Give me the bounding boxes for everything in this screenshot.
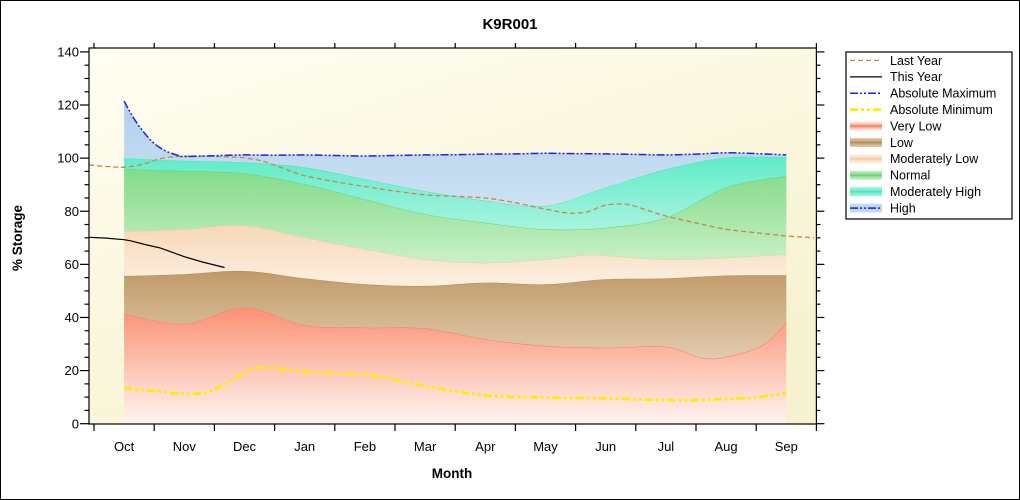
- x-tick-label: Jan: [294, 439, 315, 454]
- legend-label: High: [890, 201, 916, 215]
- x-axis-title: Month: [432, 466, 472, 481]
- band-moderately-high: [124, 156, 787, 230]
- line-last-year: [89, 155, 815, 239]
- x-tick-label: Feb: [354, 439, 376, 454]
- legend-row-moderately-high: Moderately High: [850, 185, 981, 199]
- line-this-year: [89, 236, 225, 269]
- legend-label: Moderately Low: [890, 152, 979, 166]
- y-tick-label: 80: [65, 204, 79, 219]
- line-absolute-minimum: [123, 365, 787, 402]
- legend-row-very-low: Very Low: [850, 119, 942, 133]
- legend-label: This Year: [890, 70, 942, 84]
- axes: 0 20 40 60 80 100 120 140 Oct Nov Dec Jan Feb Mar Apr M…: [57, 43, 825, 454]
- x-tick-label: May: [533, 439, 558, 454]
- y-tick-label: 100: [57, 151, 79, 166]
- band-very-low: [124, 307, 787, 424]
- x-tick-label: Sep: [775, 439, 798, 454]
- plot-border: [88, 47, 818, 425]
- x-tick-label: Oct: [114, 439, 135, 454]
- chart-title: K9R001: [482, 16, 537, 33]
- legend-row-moderately-low: Moderately Low: [850, 152, 979, 166]
- y-tick-label: 0: [72, 416, 79, 431]
- band-moderately-low: [124, 225, 787, 286]
- band-low: [124, 270, 787, 359]
- legend-row-this-year: This Year: [850, 70, 942, 84]
- line-absolute-maximum: [123, 100, 787, 158]
- legend-label: Low: [890, 136, 914, 150]
- y-tick-label: 140: [57, 45, 79, 60]
- legend-row-absolute-minimum: Absolute Minimum: [850, 103, 993, 117]
- x-tick-label: Jul: [658, 439, 675, 454]
- x-tick-label: Dec: [233, 439, 257, 454]
- y-axis-title: % Storage: [10, 205, 25, 272]
- legend-row-absolute-maximum: Absolute Maximum: [850, 87, 996, 101]
- legend-label: Moderately High: [890, 185, 981, 199]
- y-tick-label: 40: [65, 310, 79, 325]
- legend-row-normal: Normal: [850, 169, 930, 183]
- legend-label: Absolute Maximum: [890, 87, 996, 101]
- legend-label: Normal: [890, 169, 930, 183]
- legend-label: Absolute Minimum: [890, 103, 993, 117]
- legend-row-low: Low: [850, 136, 914, 150]
- legend-label: Very Low: [890, 119, 942, 133]
- legend-row-last-year: Last Year: [850, 54, 942, 68]
- x-tick-label: Aug: [715, 439, 738, 454]
- y-tick-label: 60: [65, 257, 79, 272]
- y-tick-label: 120: [57, 98, 79, 113]
- legend-row-high: High: [850, 201, 916, 215]
- y-tick-label: 20: [65, 363, 79, 378]
- legend: Last Year This Year Absolute Maximum Absolu…: [850, 54, 996, 215]
- x-tick-label: Apr: [475, 439, 496, 454]
- band-high: [124, 101, 787, 207]
- legend-label: Last Year: [890, 54, 942, 68]
- band-normal: [124, 169, 787, 263]
- x-tick-label: Mar: [414, 439, 437, 454]
- x-tick-label: Jun: [595, 439, 616, 454]
- data-lines: [89, 100, 815, 402]
- x-tick-label: Nov: [173, 439, 197, 454]
